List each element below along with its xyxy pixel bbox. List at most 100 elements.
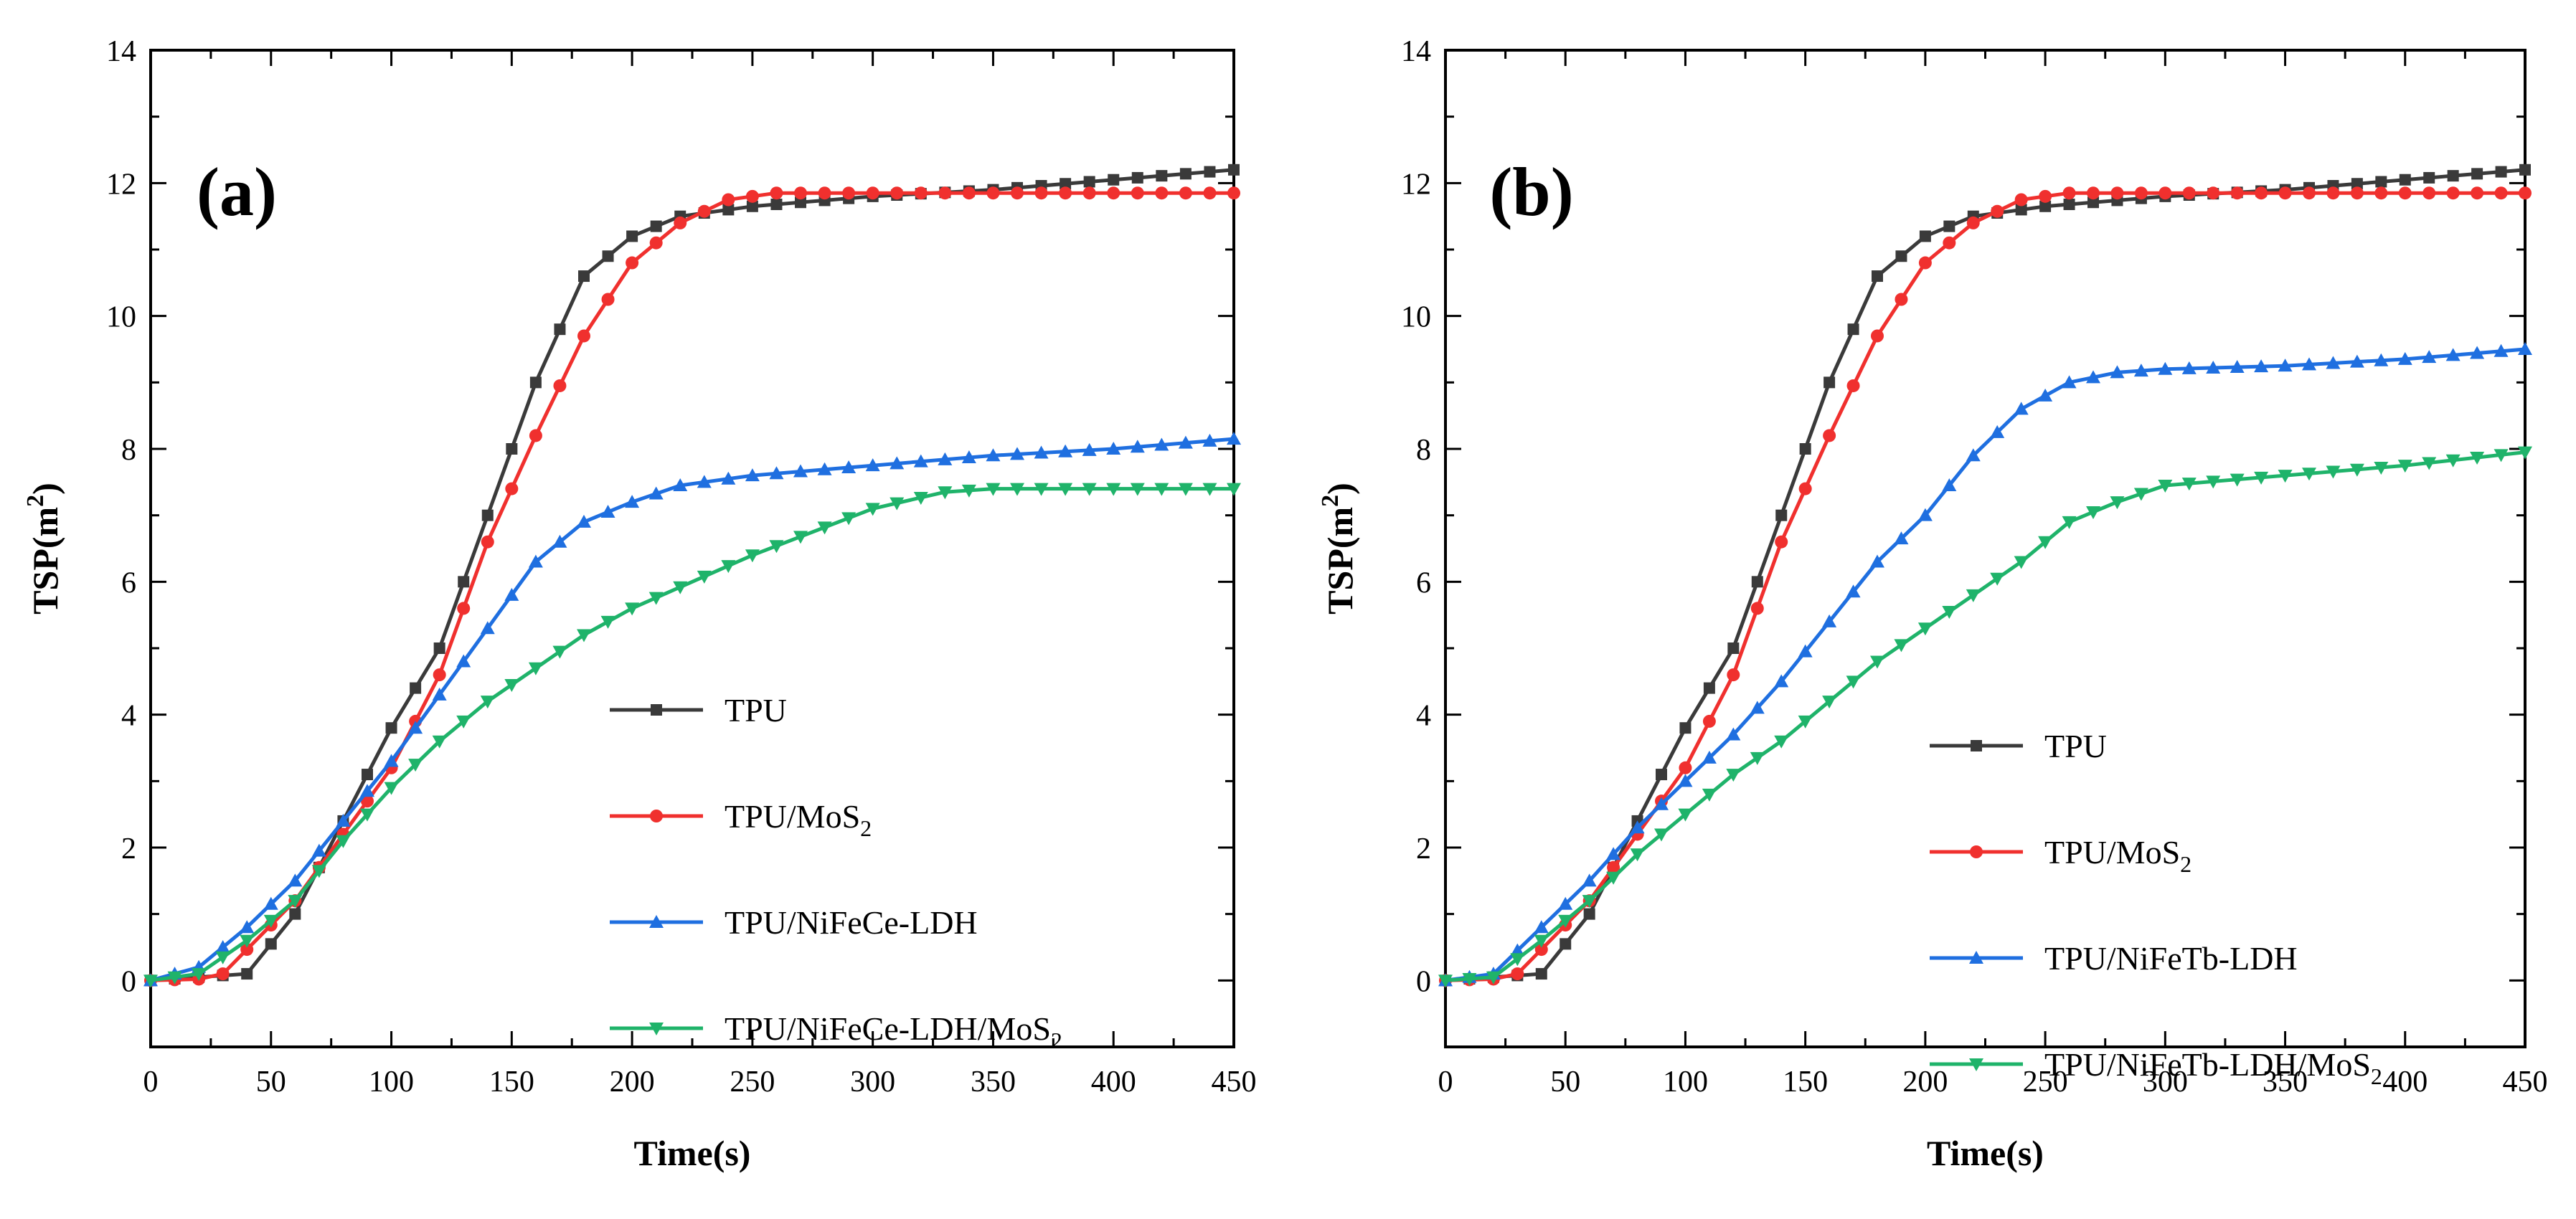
data-point [504, 678, 519, 692]
data-point [2303, 186, 2316, 200]
data-point [2471, 186, 2484, 200]
x-tick-label: 0 [143, 1066, 159, 1099]
data-point [2326, 465, 2341, 479]
y-tick-label: 0 [121, 965, 136, 998]
data-point [552, 645, 567, 659]
data-point [600, 505, 615, 518]
data-point [2158, 479, 2173, 493]
data-point [505, 482, 519, 495]
data-point [1582, 895, 1597, 909]
data-point [2254, 359, 2269, 373]
data-point [1798, 644, 1813, 658]
data-point [552, 534, 567, 548]
data-point [2063, 198, 2075, 210]
data-point [1774, 674, 1789, 688]
data-point [2471, 168, 2483, 180]
data-point [1059, 186, 1072, 200]
legend-label: TPU/MoS2 [2044, 834, 2192, 877]
data-point [1510, 953, 1525, 967]
data-point [2302, 468, 2316, 481]
x-tick-label: 100 [1663, 1066, 1708, 1099]
data-point [673, 478, 688, 491]
data-point [2062, 186, 2076, 200]
data-point [1702, 750, 1717, 764]
data-point [433, 668, 446, 682]
x-tick-label: 150 [489, 1066, 534, 1099]
data-point [554, 323, 566, 336]
y-axis-title-end: ) [25, 483, 65, 495]
y-tick-label: 0 [1416, 965, 1431, 998]
x-tick-label: 400 [1091, 1066, 1136, 1099]
data-point [1750, 751, 1765, 765]
data-point [2351, 178, 2363, 190]
data-point [410, 682, 422, 694]
data-point [2110, 186, 2124, 200]
data-point [2014, 193, 2028, 207]
data-point [1034, 186, 1048, 200]
data-point [481, 509, 494, 521]
data-point [1511, 967, 1524, 981]
data-point [2349, 354, 2364, 368]
data-point [962, 186, 976, 200]
y-axis-title-base: TSP(m [25, 507, 65, 615]
data-point [240, 920, 255, 934]
data-point [2086, 370, 2100, 384]
data-point [1630, 848, 1645, 862]
data-point [2110, 365, 2125, 379]
data-point [433, 642, 445, 654]
data-point [578, 270, 590, 283]
y-tick-label: 12 [106, 168, 136, 201]
data-point [2519, 163, 2531, 176]
x-tick-label: 50 [1550, 1066, 1580, 1099]
legend-label-text: TPU/MoS [725, 798, 860, 835]
data-point [1228, 163, 1240, 176]
data-point [1155, 186, 1169, 200]
data-point [456, 715, 471, 729]
data-point [506, 443, 518, 455]
data-point [1179, 168, 1192, 180]
y-tick-label: 4 [121, 700, 136, 733]
data-point [961, 450, 976, 464]
data-point [1058, 444, 1073, 457]
data-point [1154, 437, 1169, 451]
data-point [288, 895, 303, 909]
data-point [1011, 186, 1024, 200]
legend-label: TPU/NiFeCe-LDH [725, 904, 978, 941]
data-point [1751, 576, 1763, 588]
data-point [1822, 614, 1837, 627]
data-point [1702, 714, 1716, 728]
data-point [1798, 715, 1813, 729]
data-point [1106, 483, 1121, 496]
data-point [528, 554, 543, 568]
data-point [1203, 186, 1217, 200]
data-point [528, 662, 543, 675]
data-point [865, 458, 880, 472]
data-point [1534, 943, 1548, 957]
data-point [577, 329, 590, 343]
chart-panel-b: 0 50 100 150 200 250 300 350 400 450 0 2 4 6 8 10 12 14 Ti… [1317, 35, 2548, 1173]
data-point [577, 629, 591, 642]
data-point [1156, 170, 1168, 182]
data-point [289, 908, 301, 920]
data-point [2422, 350, 2437, 364]
data-point [1560, 938, 1572, 950]
data-point [1917, 622, 1933, 636]
data-point [1990, 572, 2005, 586]
data-point [625, 602, 640, 616]
y-tick-label: 6 [121, 566, 136, 599]
data-point [263, 914, 278, 928]
data-point [1679, 761, 1692, 774]
data-point [1750, 602, 1764, 615]
data-point [2014, 402, 2029, 415]
data-point [1917, 508, 1933, 521]
x-tick-label: 250 [2023, 1066, 2068, 1099]
data-point [1991, 204, 2004, 218]
data-point [1535, 968, 1547, 980]
y-tick-label: 8 [1416, 434, 1431, 467]
data-point [986, 448, 1001, 462]
data-point [2423, 171, 2435, 184]
data-point [1227, 483, 1241, 496]
data-point [2326, 186, 2340, 200]
data-point [2397, 460, 2412, 473]
